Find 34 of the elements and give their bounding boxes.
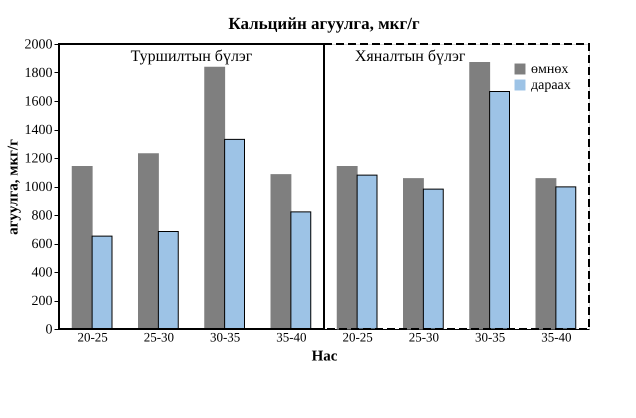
bar xyxy=(403,178,424,330)
x-tick-label: 35-40 xyxy=(276,330,307,344)
x-tick-label: 25-30 xyxy=(144,330,174,344)
bar xyxy=(536,178,556,330)
y-tick-label: 600 xyxy=(32,237,52,252)
bar xyxy=(204,66,226,330)
x-axis-title: Нас xyxy=(312,348,338,364)
legend-label: өмнөх xyxy=(531,62,568,77)
annotation: Туршилтын бүлэг xyxy=(130,48,253,65)
x-tick-label: 20-25 xyxy=(77,330,108,344)
x-tick-label: 20-25 xyxy=(342,330,373,344)
y-tick-label: 1800 xyxy=(24,66,52,81)
y-tick-label: 1200 xyxy=(24,152,52,166)
bar xyxy=(469,62,490,330)
bar xyxy=(138,153,159,330)
y-tick-label: 200 xyxy=(32,294,52,309)
bar xyxy=(270,174,292,330)
chart-title: Кальцийн агуулга, мкг/г xyxy=(228,14,420,33)
y-tick-label: 1000 xyxy=(24,180,52,195)
legend-label: дараах xyxy=(531,78,571,93)
bar xyxy=(72,166,93,330)
y-tick-label: 2000 xyxy=(24,38,52,52)
y-tick-label: 0 xyxy=(46,322,52,338)
bar xyxy=(336,166,358,330)
x-tick-label: 35-40 xyxy=(541,330,572,344)
x-tick-label: 30-35 xyxy=(474,330,506,344)
y-tick-label: 400 xyxy=(32,266,52,280)
x-tick-label: 30-35 xyxy=(210,330,240,344)
y-tick-label: 1600 xyxy=(24,94,52,110)
y-axis-title: агуулга, мкг/г xyxy=(6,138,22,235)
annotation: Хяналтын бүлэг xyxy=(354,48,466,65)
y-tick-label: 1400 xyxy=(24,123,52,138)
x-tick-label: 25-30 xyxy=(408,330,440,344)
y-tick-label: 800 xyxy=(32,208,52,224)
